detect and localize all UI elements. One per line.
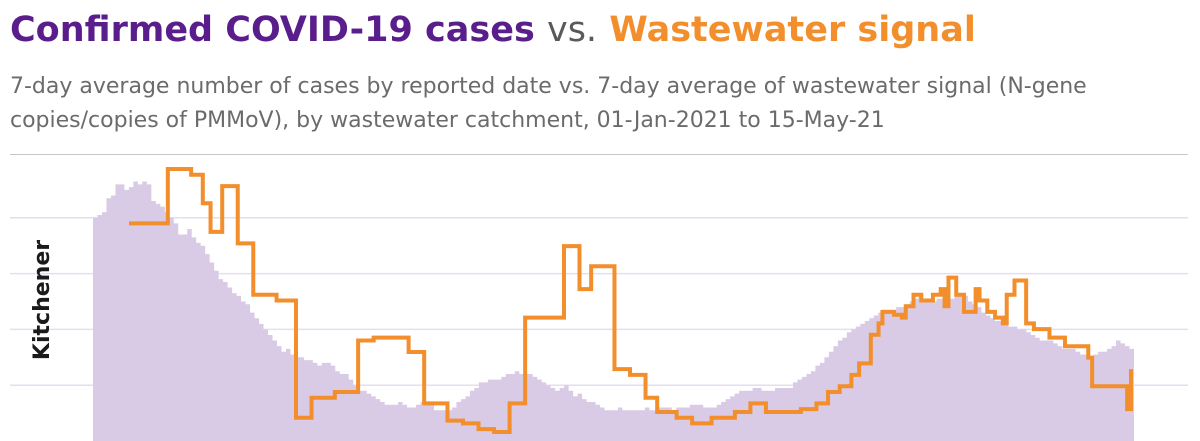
title-cases: Confirmed COVID-19 cases: [10, 10, 535, 50]
chart-subtitle: 7-day average number of cases by reporte…: [10, 74, 1087, 133]
row-label-kitchener: Kitchener: [30, 240, 55, 360]
wastewater-line: [129, 167, 1133, 434]
chart-title: Confirmed COVID-19 cases vs. Wastewater …: [10, 10, 976, 50]
title-wastewater: Wastewater signal: [609, 10, 976, 50]
cases-area: [93, 181, 1134, 441]
title-vs: vs.: [546, 10, 598, 50]
title-divider: [10, 154, 1188, 155]
